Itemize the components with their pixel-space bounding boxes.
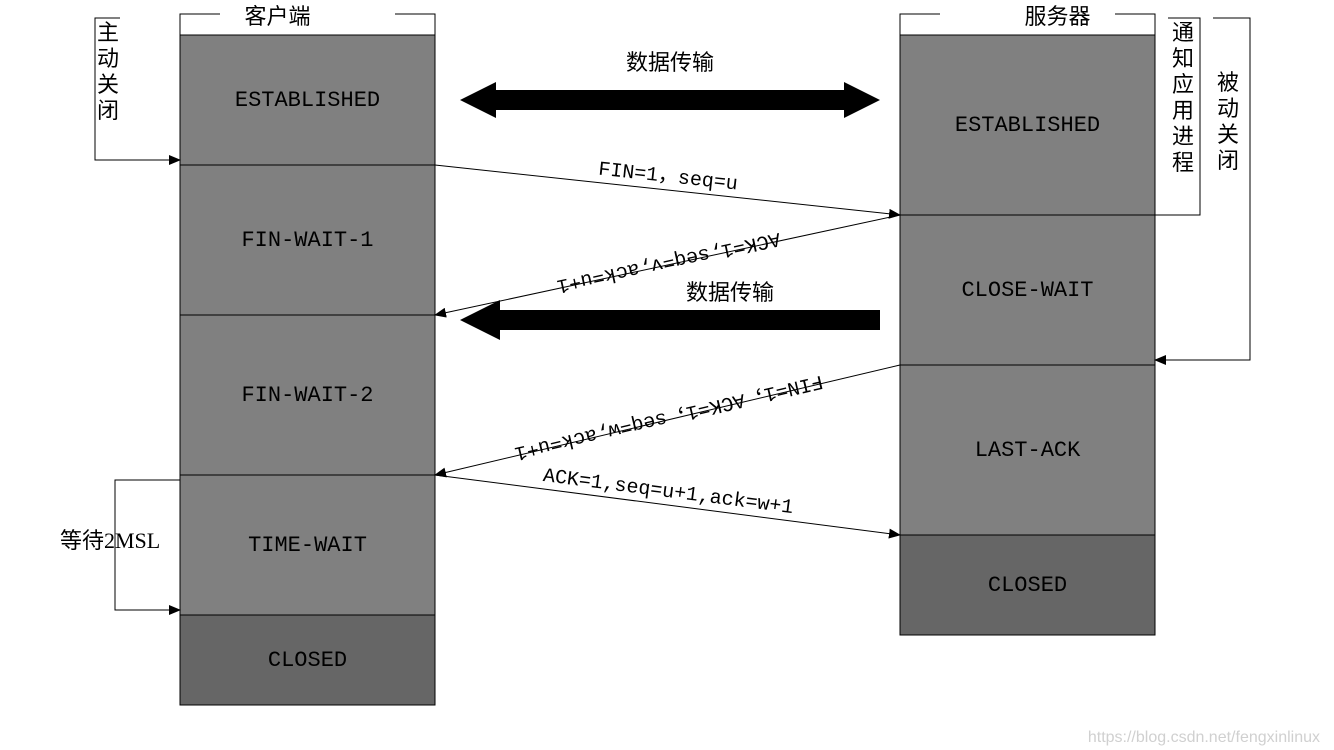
- passive-close-label: 动: [1217, 96, 1239, 121]
- message-label: FIN=1，ACK=1，seq=w,ack=u+1: [512, 369, 825, 464]
- active-close-label: 闭: [97, 98, 119, 123]
- state-label: CLOSE-WAIT: [961, 278, 1093, 303]
- notify-app-label: 通: [1172, 20, 1194, 45]
- state-label: CLOSED: [268, 648, 347, 673]
- notify-app-label: 用: [1172, 98, 1194, 123]
- notify-app-label: 应: [1172, 72, 1194, 97]
- message-label: ACK=1,seq=u+1,ack=w+1: [542, 465, 795, 520]
- server-header: 服务器: [1024, 4, 1090, 29]
- watermark: https://blog.csdn.net/fengxinlinux: [1088, 729, 1320, 746]
- active-close-label: 主: [97, 20, 119, 45]
- message-label: FIN=1，seq=u: [597, 159, 739, 197]
- server-header-bracket-l: [900, 14, 940, 35]
- state-label: FIN-WAIT-2: [241, 383, 373, 408]
- notify-app-label: 知: [1172, 46, 1194, 71]
- server-header-bracket-r: [1115, 14, 1155, 35]
- data-transfer-label: 数据传输: [626, 50, 714, 75]
- wait-2msl-label: 等待2MSL: [60, 528, 160, 553]
- passive-close-label: 闭: [1217, 148, 1239, 173]
- passive-close-label: 关: [1217, 122, 1239, 147]
- state-label: ESTABLISHED: [235, 88, 380, 113]
- state-label: ESTABLISHED: [955, 113, 1100, 138]
- data-transfer-arrow: [460, 300, 880, 340]
- active-close-label: 关: [97, 72, 119, 97]
- state-label: FIN-WAIT-1: [241, 228, 373, 253]
- client-header-bracket-l: [180, 14, 220, 35]
- notify-app-label: 进: [1172, 124, 1194, 149]
- client-header: 客户端: [244, 4, 310, 29]
- data-transfer-arrow: [460, 82, 880, 118]
- notify-app-label: 程: [1172, 150, 1194, 175]
- passive-close-label: 被: [1217, 70, 1239, 95]
- state-label: CLOSED: [988, 573, 1067, 598]
- active-close-label: 动: [97, 46, 119, 71]
- client-header-bracket-r: [395, 14, 435, 35]
- state-label: TIME-WAIT: [248, 533, 367, 558]
- state-label: LAST-ACK: [975, 438, 1081, 463]
- data-transfer-label: 数据传输: [686, 280, 774, 305]
